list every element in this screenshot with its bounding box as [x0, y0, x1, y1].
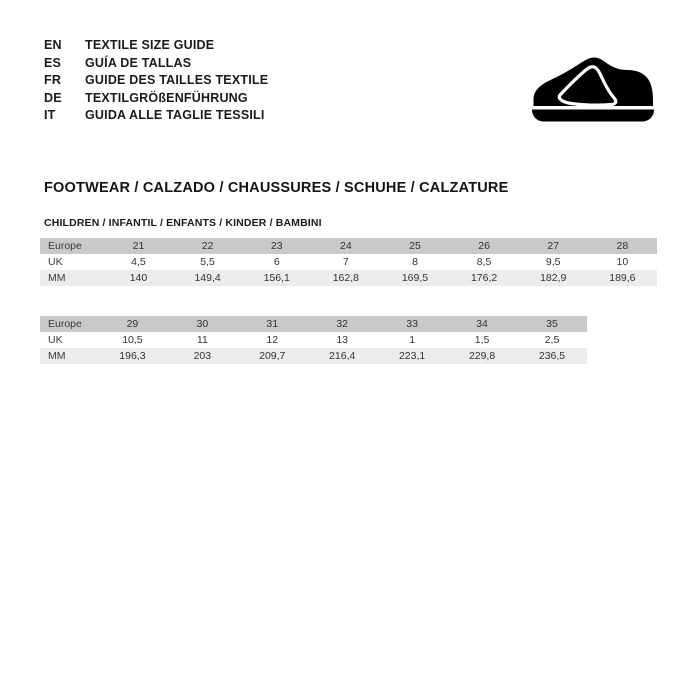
- table-cell: 13: [307, 332, 378, 348]
- row-label: Europe: [40, 238, 104, 254]
- table-cell: 29: [97, 316, 168, 332]
- table-cell: 169,5: [380, 270, 450, 286]
- table-cell: 149,4: [173, 270, 243, 286]
- language-title: GUIDA ALLE TAGLIE TESSILI: [85, 108, 265, 122]
- shoe-icon: [524, 46, 658, 126]
- table-cell: 1: [377, 332, 448, 348]
- table-cell: 21: [103, 238, 174, 254]
- table-cell: 196,3: [97, 348, 168, 364]
- table-cell: 2,5: [517, 332, 587, 348]
- table-cell: 25: [380, 238, 450, 254]
- table-cell: 156,1: [242, 270, 312, 286]
- table-cell: 11: [167, 332, 238, 348]
- language-title-list: EN TEXTILE SIZE GUIDE ES GUÍA DE TALLAS FR GU…: [44, 38, 268, 126]
- table-cell: 27: [518, 238, 588, 254]
- row-label: Europe: [40, 316, 98, 332]
- table-cell: 209,7: [237, 348, 308, 364]
- table-cell: 6: [242, 254, 312, 270]
- language-row: DE TEXTILGRÖßENFÜHRUNG: [44, 91, 268, 109]
- table-row: MM 140 149,4 156,1 162,8 169,5 176,2 182,9 189,6: [40, 270, 657, 286]
- table-cell: 140: [103, 270, 174, 286]
- table-cell: 1,5: [447, 332, 517, 348]
- table-cell: 189,6: [587, 270, 657, 286]
- size-table-children-21-28: Europe 21 22 23 24 25 26 27 28 UK 4,5 5,5 6 7 8 8,5 9,5 1…: [40, 238, 657, 286]
- table-cell: 22: [173, 238, 243, 254]
- table-cell: 203: [167, 348, 238, 364]
- table-cell: 26: [449, 238, 519, 254]
- language-code: EN: [44, 38, 62, 52]
- table-row: Europe 29 30 31 32 33 34 35: [40, 316, 587, 332]
- section-title: FOOTWEAR / CALZADO / CHAUSSURES / SCHUHE…: [44, 180, 509, 196]
- table-cell: 8,5: [449, 254, 519, 270]
- table-cell: 35: [517, 316, 587, 332]
- language-row: IT GUIDA ALLE TAGLIE TESSILI: [44, 108, 268, 126]
- row-label: MM: [40, 348, 98, 364]
- table-cell: 24: [311, 238, 381, 254]
- table-cell: 31: [237, 316, 308, 332]
- table-cell: 30: [167, 316, 238, 332]
- table-cell: 216,4: [307, 348, 378, 364]
- row-label: UK: [40, 254, 104, 270]
- language-title: GUIDE DES TAILLES TEXTILE: [85, 73, 269, 87]
- row-label: UK: [40, 332, 98, 348]
- table-cell: 32: [307, 316, 378, 332]
- language-title: TEXTILGRÖßENFÜHRUNG: [85, 90, 248, 105]
- language-code: FR: [44, 73, 62, 87]
- table-cell: 4,5: [103, 254, 174, 270]
- table-row: UK 10,5 11 12 13 1 1,5 2,5: [40, 332, 587, 348]
- table-cell: 229,8: [447, 348, 517, 364]
- size-table-children-29-35: Europe 29 30 31 32 33 34 35 UK 10,5 11 12 13 1 1,5 2,5 M…: [40, 316, 587, 364]
- row-label: MM: [40, 270, 104, 286]
- table-cell: 7: [311, 254, 381, 270]
- language-title: GUÍA DE TALLAS: [85, 55, 192, 70]
- language-code: ES: [44, 55, 62, 70]
- language-row: ES GUÍA DE TALLAS: [44, 56, 268, 74]
- table-row: MM 196,3 203 209,7 216,4 223,1 229,8 236,5: [40, 348, 587, 364]
- table-cell: 236,5: [517, 348, 587, 364]
- table-cell: 9,5: [518, 254, 588, 270]
- table-cell: 12: [237, 332, 308, 348]
- table-cell: 23: [242, 238, 312, 254]
- table-cell: 162,8: [311, 270, 381, 286]
- table-cell: 28: [587, 238, 657, 254]
- table-cell: 8: [380, 254, 450, 270]
- language-row: EN TEXTILE SIZE GUIDE: [44, 38, 268, 56]
- table-row: UK 4,5 5,5 6 7 8 8,5 9,5 10: [40, 254, 657, 270]
- table-cell: 176,2: [449, 270, 519, 286]
- section-subtitle: CHILDREN / INFANTIL / ENFANTS / KINDER /…: [44, 217, 322, 229]
- table-cell: 5,5: [173, 254, 243, 270]
- language-code: IT: [44, 108, 56, 122]
- table-row: Europe 21 22 23 24 25 26 27 28: [40, 238, 657, 254]
- language-code: DE: [44, 90, 62, 105]
- table-cell: 34: [447, 316, 517, 332]
- table-cell: 33: [377, 316, 448, 332]
- table-cell: 10,5: [97, 332, 168, 348]
- table-cell: 223,1: [377, 348, 448, 364]
- language-title: TEXTILE SIZE GUIDE: [85, 38, 215, 52]
- table-cell: 182,9: [518, 270, 588, 286]
- table-cell: 10: [587, 254, 657, 270]
- language-row: FR GUIDE DES TAILLES TEXTILE: [44, 73, 268, 91]
